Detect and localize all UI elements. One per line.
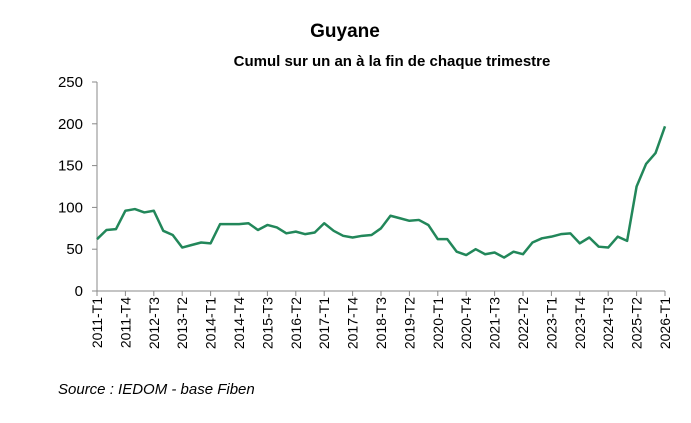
x-tick-label: 2014-T1 xyxy=(203,297,219,349)
x-tick-label: 2015-T3 xyxy=(259,297,275,349)
x-tick-label: 2019-T2 xyxy=(401,297,417,349)
y-tick-label: 100 xyxy=(58,199,83,216)
x-tick-label: 2017-T1 xyxy=(316,297,332,349)
x-tick-label: 2012-T3 xyxy=(146,297,162,349)
x-tick-label: 2021-T3 xyxy=(487,297,503,349)
chart-title: Guyane xyxy=(310,21,380,42)
line xyxy=(96,125,667,259)
x-tick-label: 2020-T4 xyxy=(458,297,474,349)
x-tick-label: 2011-T4 xyxy=(117,297,133,348)
x-tick-label: 2025-T2 xyxy=(629,297,645,349)
x-tick-label: 2023-T4 xyxy=(572,297,588,349)
chart-subtitle: Cumul sur un an à la fin de chaque trime… xyxy=(234,53,551,70)
x-tick-label: 2026-T1 xyxy=(657,297,673,349)
x-tick-label: 2022-T2 xyxy=(515,297,531,349)
x-tick-label: 2020-T1 xyxy=(430,297,446,349)
y-tick-label: 50 xyxy=(66,241,83,258)
x-tick-label: 2017-T4 xyxy=(345,297,361,349)
y-tick-label: 250 xyxy=(58,74,83,91)
x-tick-label: 2014-T4 xyxy=(231,297,247,349)
x-tick-label: 2024-T3 xyxy=(600,297,616,349)
y-tick-label: 150 xyxy=(58,158,83,175)
x-tick-label: 2018-T3 xyxy=(373,297,389,349)
x-tick-label: 2023-T1 xyxy=(543,297,559,349)
y-tick-label: 200 xyxy=(58,116,83,133)
y-tick-label: 0 xyxy=(75,283,83,300)
x-tick-label: 2016-T2 xyxy=(288,297,304,349)
source: Source : IEDOM - base Fiben xyxy=(58,381,255,398)
x-tick-label: 2011-T1 xyxy=(89,297,105,348)
x-tick-label: 2013-T2 xyxy=(174,297,190,349)
